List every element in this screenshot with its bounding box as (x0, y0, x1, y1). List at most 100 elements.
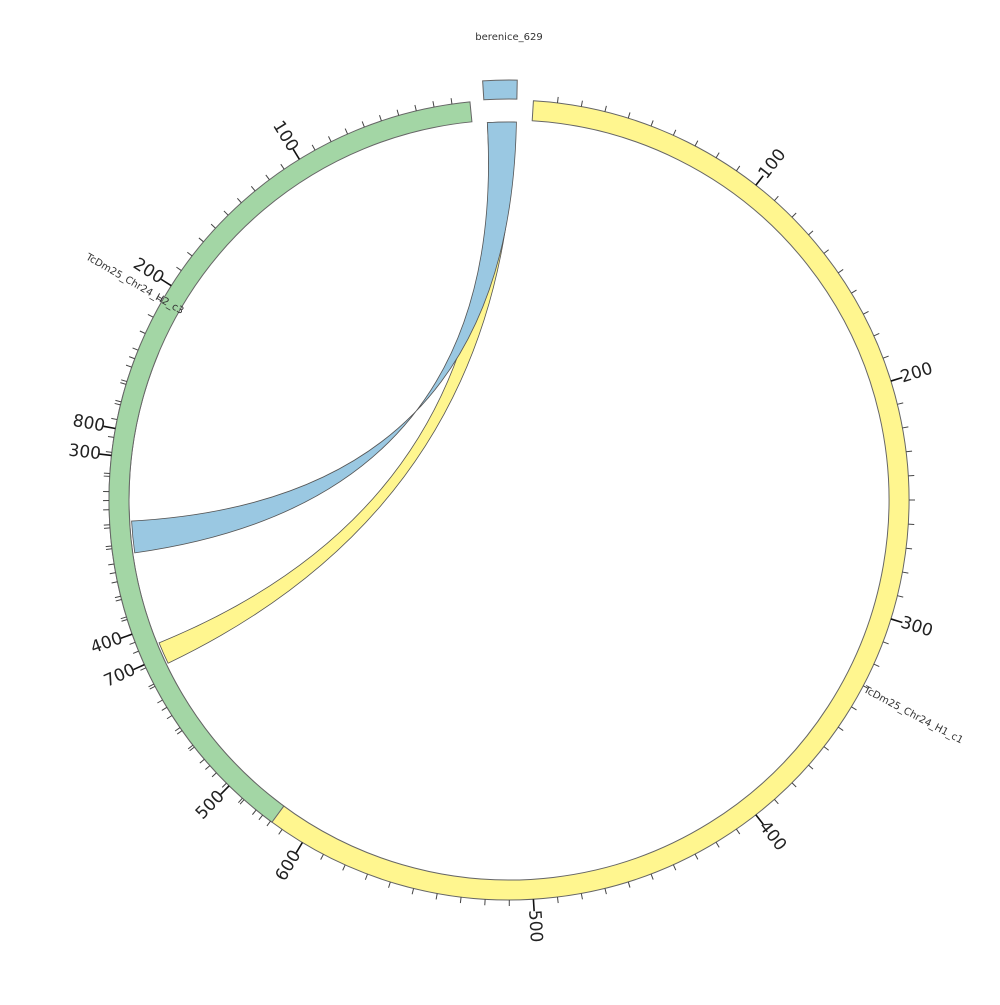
minor-tick (874, 664, 879, 666)
tick-label-c3-100: 100 (268, 117, 302, 155)
minor-tick (716, 842, 719, 847)
minor-tick (110, 573, 116, 574)
minor-tick (451, 98, 452, 104)
minor-tick (112, 582, 118, 583)
minor-tick (736, 829, 739, 834)
minor-tick (412, 888, 413, 894)
minor-tick (115, 403, 121, 404)
tick-label-c1-700: 700 (101, 660, 139, 692)
minor-tick (205, 766, 209, 770)
minor-tick (736, 166, 739, 171)
minor-tick (130, 642, 136, 644)
minor-tick (187, 252, 192, 256)
minor-tick (883, 642, 889, 644)
minor-tick (415, 105, 416, 111)
minor-tick (133, 348, 139, 350)
minor-tick (808, 765, 812, 769)
minor-tick (312, 145, 315, 150)
minor-tick (557, 97, 558, 103)
minor-tick (362, 121, 364, 127)
minor-tick (581, 101, 582, 107)
minor-tick (111, 418, 117, 419)
major-tick (296, 843, 302, 853)
minor-tick (906, 548, 912, 549)
minor-tick (774, 799, 778, 803)
tick-label-c1-600: 600 (271, 847, 305, 885)
minor-tick (281, 164, 284, 169)
minor-tick (605, 888, 606, 894)
minor-tick (628, 112, 630, 118)
minor-tick (838, 269, 843, 272)
minor-tick (251, 186, 255, 191)
minor-tick (321, 854, 324, 859)
minor-tick (237, 198, 241, 202)
minor-tick (133, 651, 139, 653)
minor-tick (121, 617, 127, 619)
minor-tick (252, 810, 256, 815)
minor-tick (175, 728, 180, 731)
minor-tick (267, 821, 271, 826)
minor-tick (345, 129, 347, 134)
minor-tick (581, 893, 582, 899)
tick-label-c1-400: 400 (755, 817, 791, 855)
tick-label-c3-400: 400 (88, 628, 125, 658)
minor-tick (774, 196, 778, 200)
minor-tick (808, 231, 812, 235)
ideogram-c3 (109, 102, 472, 822)
segment-label-c1: TcDm25_Chr24_H1_c1 (861, 684, 965, 746)
diagram-title: berenice_629 (475, 32, 542, 43)
minor-tick (108, 564, 114, 565)
minor-tick (121, 380, 127, 382)
major-tick (161, 279, 171, 285)
minor-tick (906, 451, 912, 452)
minor-tick (902, 427, 908, 428)
minor-tick (115, 596, 121, 597)
minor-tick (126, 365, 132, 367)
minor-tick (902, 572, 908, 573)
minor-tick (148, 314, 153, 317)
minor-tick (628, 882, 630, 888)
minor-tick (328, 136, 331, 141)
minor-tick (200, 759, 205, 763)
minor-tick (460, 897, 461, 903)
minor-tick (224, 211, 228, 215)
minor-tick (397, 110, 399, 116)
link-ribbon-0 (159, 122, 514, 663)
minor-tick (716, 153, 719, 158)
ideogram-b (483, 80, 518, 100)
minor-tick (838, 727, 843, 730)
minor-tick (106, 549, 112, 550)
minor-tick (106, 452, 112, 453)
minor-tick (863, 311, 868, 314)
major-tick (104, 426, 116, 428)
tick-label-c1-300: 300 (898, 613, 935, 642)
tick-label-c1-800: 800 (71, 411, 107, 436)
tick-label-c3-300: 300 (67, 441, 101, 464)
minor-tick (140, 331, 145, 333)
minor-tick (389, 882, 391, 888)
minor-tick (380, 115, 382, 121)
minor-tick (651, 874, 653, 880)
minor-tick (851, 707, 856, 710)
minor-tick (116, 599, 122, 600)
minor-tick (897, 596, 903, 597)
minor-tick (851, 290, 856, 293)
minor-tick (605, 106, 606, 112)
minor-tick (162, 707, 167, 710)
minor-tick (792, 783, 796, 787)
minor-tick (436, 894, 437, 900)
minor-tick (140, 668, 145, 671)
minor-tick (673, 865, 675, 870)
minor-tick (212, 773, 216, 777)
minor-tick (199, 238, 204, 242)
minor-tick (824, 747, 829, 751)
minor-tick (792, 213, 796, 217)
links-layer (132, 122, 517, 663)
minor-tick (343, 865, 345, 870)
minor-tick (874, 333, 879, 335)
minor-tick (115, 400, 121, 401)
minor-tick (222, 783, 226, 787)
major-tick (293, 149, 299, 159)
